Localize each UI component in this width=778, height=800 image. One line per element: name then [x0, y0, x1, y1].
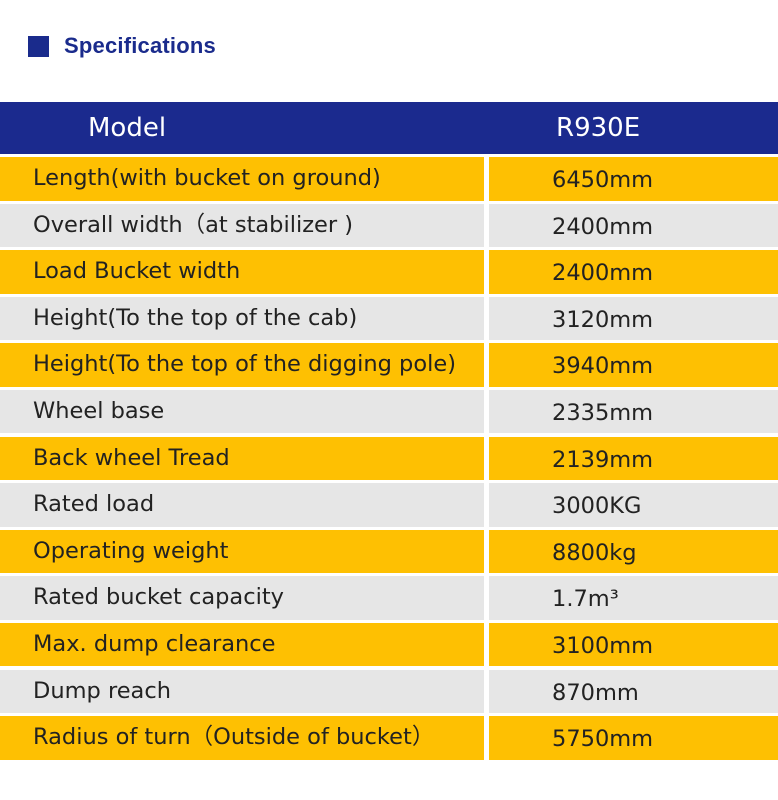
spec-label: Overall width（at stabilizer ): [0, 203, 484, 248]
spec-label: Dump reach: [0, 669, 484, 714]
column-header-model: Model: [88, 113, 167, 143]
section-header: Specifications: [28, 33, 216, 58]
spec-value: 6450mm: [489, 157, 778, 201]
table-header-row: Model R930E: [0, 102, 778, 154]
spec-value: 2400mm: [489, 203, 778, 248]
table-row: Max. dump clearance 3100mm: [0, 622, 778, 667]
spec-value: 2139mm: [489, 436, 778, 481]
spec-value: 3120mm: [489, 296, 778, 341]
spec-value: 5750mm: [489, 716, 778, 760]
spec-label: Wheel base: [0, 389, 484, 434]
spec-value: 1.7m³: [489, 576, 778, 620]
spec-value: 8800kg: [489, 529, 778, 574]
spec-label: Height(To the top of the digging pole): [0, 343, 484, 387]
table-row: Back wheel Tread 2139mm: [0, 436, 778, 481]
spec-label: Load Bucket width: [0, 250, 484, 294]
spec-value: 2335mm: [489, 389, 778, 434]
table-row: Overall width（at stabilizer ) 2400mm: [0, 203, 778, 248]
spec-value: 3940mm: [489, 343, 778, 387]
table-row: Dump reach 870mm: [0, 669, 778, 714]
table-row: Load Bucket width 2400mm: [0, 250, 778, 294]
table-row: Rated load 3000KG: [0, 483, 778, 527]
spec-label: Max. dump clearance: [0, 622, 484, 667]
spec-value: 3000KG: [489, 483, 778, 527]
table-row: Height(To the top of the digging pole) 3…: [0, 343, 778, 387]
spec-value: 3100mm: [489, 622, 778, 667]
spec-label: Rated load: [0, 483, 484, 527]
spec-value: 870mm: [489, 669, 778, 714]
column-header-r930e: R930E: [556, 113, 641, 143]
spec-label: Operating weight: [0, 529, 484, 574]
section-title: Specifications: [64, 33, 216, 58]
spec-label: Length(with bucket on ground): [0, 157, 484, 201]
spec-label: Back wheel Tread: [0, 436, 484, 481]
square-bullet-icon: [28, 35, 49, 57]
spec-value: 2400mm: [489, 250, 778, 294]
table-row: Height(To the top of the cab) 3120mm: [0, 296, 778, 341]
table-row: Rated bucket capacity 1.7m³: [0, 576, 778, 620]
table-row: Operating weight 8800kg: [0, 529, 778, 574]
spec-label: Rated bucket capacity: [0, 576, 484, 620]
table-row: Radius of turn（Outside of bucket） 5750mm: [0, 716, 778, 760]
spec-table-body: Length(with bucket on ground) 6450mm Ove…: [0, 157, 778, 763]
spec-label: Height(To the top of the cab): [0, 296, 484, 341]
table-row: Length(with bucket on ground) 6450mm: [0, 157, 778, 201]
table-row: Wheel base 2335mm: [0, 389, 778, 434]
spec-label: Radius of turn（Outside of bucket）: [0, 716, 484, 760]
